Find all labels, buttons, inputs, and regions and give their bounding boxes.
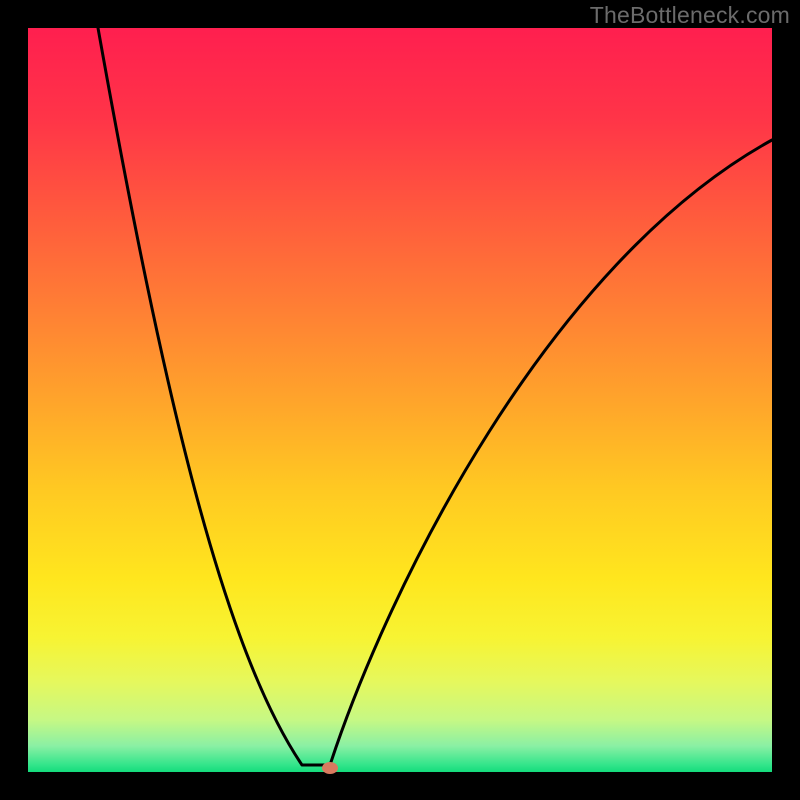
watermark-text: TheBottleneck.com (590, 2, 790, 29)
chart-frame: TheBottleneck.com (0, 0, 800, 800)
optimal-point-marker (322, 762, 338, 774)
bottleneck-curve-chart (0, 0, 800, 800)
gradient-background (28, 28, 772, 772)
